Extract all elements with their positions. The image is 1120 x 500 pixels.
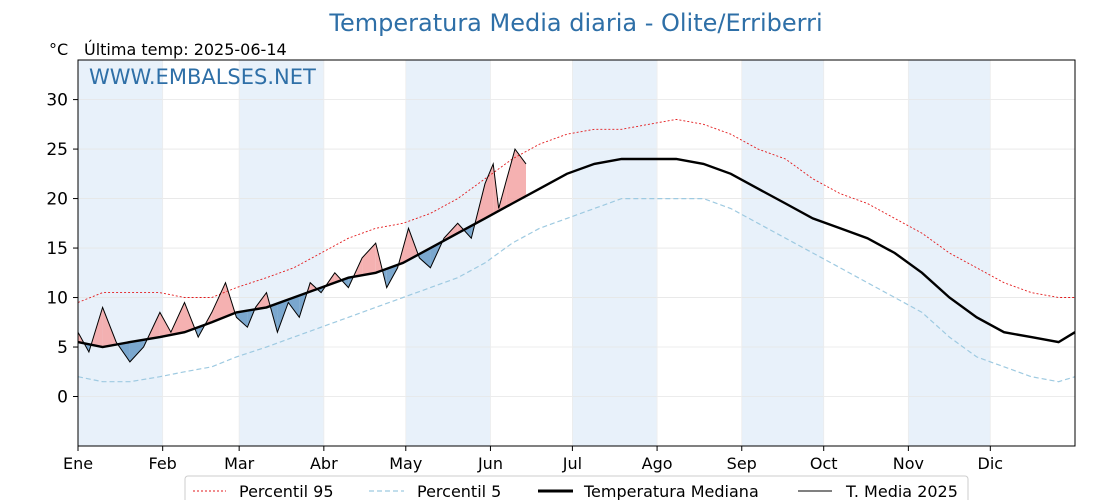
unit-label: °C: [49, 40, 68, 59]
legend-label-median: Temperatura Mediana: [583, 482, 759, 500]
plot-frame: [77, 59, 1076, 447]
x-tick-label-Ago: Ago: [642, 454, 673, 473]
above-median-fill: [457, 223, 464, 234]
chart-title: Temperatura Media diaria - Olite/Erriber…: [328, 9, 822, 37]
y-axis: 0 5 10 15 20 25 30: [46, 91, 78, 408]
series-line-p5: [77, 198, 1076, 383]
x-tick-label-Ene: Ene: [63, 454, 93, 473]
y-tick-label-25: 25: [46, 140, 68, 160]
x-tick-label-Jul: Jul: [562, 454, 582, 473]
month-bands: [78, 60, 991, 446]
x-tick-label-Mar: Mar: [224, 454, 255, 473]
below-median-fill: [129, 339, 144, 362]
month-band-Ene: [78, 60, 163, 446]
x-tick-label-Abr: Abr: [310, 454, 338, 473]
y-tick-label-10: 10: [46, 289, 68, 309]
y-tick-label-0: 0: [57, 388, 68, 408]
x-tick-label-Dic: Dic: [978, 454, 1004, 473]
x-axis: Ene Feb Mar Abr May Jun Jul Ago Sep Oct Nov Dic: [63, 446, 1003, 473]
series-lines: [77, 118, 1076, 383]
legend-label-current: T. Media 2025: [845, 482, 958, 500]
series-line-current: [77, 147, 527, 363]
above-median-fill: [211, 282, 226, 323]
above-median-fill: [485, 163, 494, 219]
y-tick-label-5: 5: [57, 338, 68, 358]
x-tick-label-Oct: Oct: [810, 454, 838, 473]
watermark: WWW.EMBALSES.NET: [89, 65, 316, 89]
above-median-fill: [515, 149, 526, 202]
above-median-fill: [159, 312, 171, 338]
month-band-Mar: [239, 60, 324, 446]
x-tick-label-May: May: [389, 454, 422, 473]
x-tick-label-Jun: Jun: [477, 454, 503, 473]
legend-frame: [184, 475, 969, 500]
last-temp-label: Última temp: 2025-06-14: [84, 40, 287, 59]
y-tick-label-30: 30: [46, 91, 68, 111]
legend-label-p5: Percentil 5: [417, 482, 501, 500]
above-median-fill: [362, 243, 376, 276]
x-tick-label-Nov: Nov: [893, 454, 924, 473]
below-median-fill: [236, 310, 248, 328]
month-band-Jul: [572, 60, 658, 446]
legend: Percentil 95 Percentil 5 Temperatura Med…: [184, 475, 969, 500]
series-line-p95: [77, 118, 1075, 303]
x-tick-label-Feb: Feb: [149, 454, 177, 473]
y-tick-label-15: 15: [46, 239, 68, 259]
y-tick-label-20: 20: [46, 190, 68, 210]
month-band-Sep: [741, 60, 824, 446]
grid-lines: [77, 60, 1075, 446]
below-median-fill: [288, 295, 300, 318]
month-band-May: [405, 60, 491, 446]
x-tick-label-Sep: Sep: [727, 454, 757, 473]
month-band-Nov: [908, 60, 991, 446]
legend-label-p95: Percentil 95: [239, 482, 334, 500]
above-median-fill: [506, 149, 515, 207]
series-line-median: [77, 157, 1076, 349]
